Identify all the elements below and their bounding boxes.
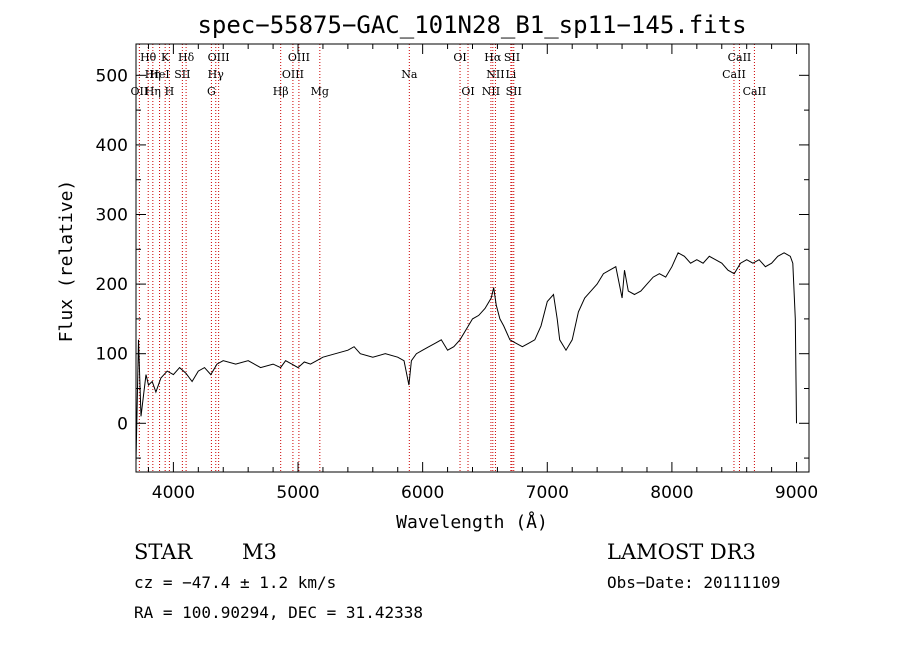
spectral-line-label: NII [486, 68, 504, 81]
spectral-line-label: G [207, 85, 216, 98]
object-subclass: M3 [242, 540, 277, 564]
y-axis-ticks: 0 100 200 300 400 500 [96, 66, 809, 459]
object-class: STAR [134, 540, 193, 564]
y-axis-label: Flux (relative) [56, 180, 77, 343]
chart-title: spec−55875−GAC_101N28_B1_sp11−145.fits [197, 11, 746, 39]
spectral-line-label: OIII [282, 68, 304, 81]
x-tick-label: 5000 [276, 483, 319, 503]
x-tick-label: 7000 [526, 483, 569, 503]
spectral-line-label: HeI [149, 68, 169, 81]
spectral-line-label: OII [131, 85, 149, 98]
y-tick-label: 100 [96, 345, 128, 365]
spectral-line-label: SII [506, 85, 522, 98]
spectral-line-label: Hδ [178, 51, 195, 64]
spectral-line-label: Na [401, 68, 418, 81]
obs-date: Obs−Date: 20111109 [607, 573, 781, 592]
spectrum-series-line [135, 252, 797, 462]
spectral-line-label: OI [453, 51, 466, 64]
spectral-line-label: H [165, 85, 175, 98]
spectral-line-label: SII [174, 68, 190, 81]
survey-name: LAMOST DR3 [607, 540, 756, 564]
spectral-line-markers [138, 44, 755, 472]
y-tick-label: 300 [96, 206, 128, 226]
x-tick-label: 6000 [401, 483, 444, 503]
x-tick-label: 9000 [775, 483, 818, 503]
spectral-line-label: Hη [145, 68, 161, 81]
y-tick-label: 200 [96, 275, 128, 295]
x-axis-label: Wavelength (Å) [396, 511, 548, 533]
spectral-line-label: Li [505, 68, 516, 81]
spectral-line-label: Hα [484, 51, 502, 64]
spectral-line-label: OIII [288, 51, 310, 64]
x-axis-ticks: 4000 5000 6000 7000 8000 9000 [147, 44, 818, 503]
spectral-line-label: OIII [208, 51, 230, 64]
spectral-line-label: Mg [311, 85, 329, 98]
y-tick-label: 400 [96, 136, 128, 156]
spectral-line-label: SII [504, 51, 520, 64]
spectral-line-label: Hθ [140, 51, 157, 64]
ra-dec-coords: RA = 100.90294, DEC = 31.42338 [134, 603, 423, 622]
spectral-line-label: Hγ [208, 68, 225, 81]
x-tick-label: 8000 [650, 483, 693, 503]
spectral-line-label: Hη [145, 85, 161, 98]
spectral-line-label: NII [482, 85, 500, 98]
spectral-line-label: CaII [743, 85, 767, 98]
y-tick-label: 500 [96, 66, 128, 86]
cz-value: cz = −47.4 ± 1.2 km/s [134, 573, 337, 592]
spectral-line-label: OI [461, 85, 474, 98]
spectral-line-label: CaII [722, 68, 746, 81]
spectral-line-label: K [161, 51, 170, 64]
spectral-line-label: Hβ [273, 85, 289, 98]
y-tick-label: 0 [117, 414, 128, 434]
x-tick-label: 4000 [152, 483, 195, 503]
spectral-line-label: CaII [728, 51, 752, 64]
